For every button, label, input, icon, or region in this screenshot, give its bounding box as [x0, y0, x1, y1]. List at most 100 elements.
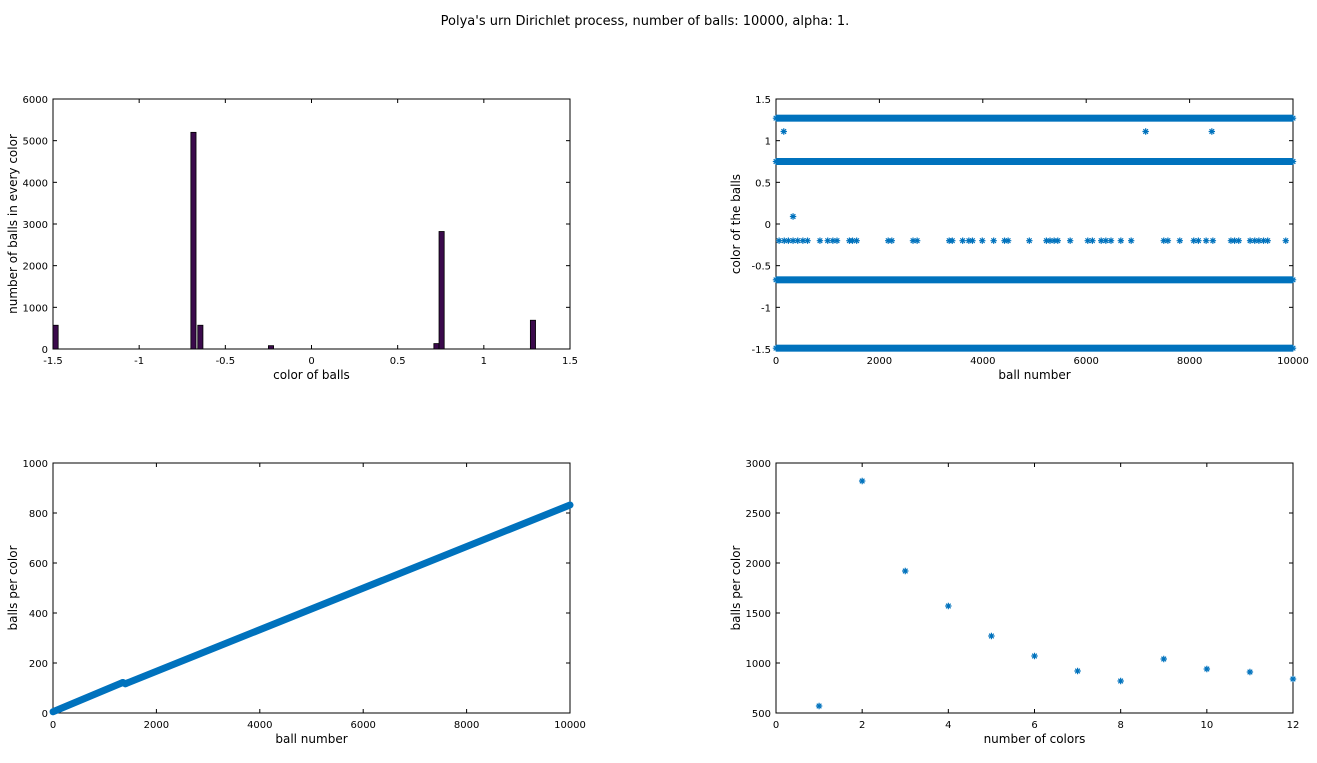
band-marker [889, 114, 896, 122]
band-marker [940, 114, 948, 122]
x-tick-label: 6000 [350, 720, 375, 731]
band-marker [889, 276, 896, 284]
band-marker [1160, 158, 1167, 165]
y-tick-label: 200 [29, 659, 48, 670]
band-marker [902, 158, 909, 165]
scatter-point [1264, 237, 1271, 244]
x-tick-label: 1 [481, 356, 487, 367]
band-marker [1173, 114, 1180, 122]
scatter-point [824, 237, 831, 244]
band-marker [992, 114, 999, 122]
band-marker [1005, 276, 1012, 284]
x-tick-label: 0 [773, 356, 779, 367]
band-marker [1070, 114, 1077, 122]
band-marker [1031, 344, 1038, 352]
band-marker [1173, 344, 1180, 352]
band-marker [811, 158, 818, 165]
y-tick-label: 1 [765, 137, 771, 148]
band-marker [966, 344, 974, 352]
scatter-point [990, 237, 997, 244]
scatter-point [799, 237, 807, 244]
band-marker [798, 158, 806, 165]
x-tick-label: 4 [945, 720, 951, 731]
plot-frame [52, 462, 571, 714]
scatter-point [1195, 237, 1202, 244]
band-marker [798, 344, 806, 352]
band-marker [940, 276, 948, 284]
scatter-point [1246, 668, 1254, 676]
band-marker [1225, 158, 1232, 165]
scatter-point [1142, 128, 1149, 135]
x-tick-label: 10 [1200, 720, 1213, 731]
band-marker [940, 158, 948, 165]
band-marker [863, 114, 870, 122]
band-marker [1173, 276, 1180, 284]
scatter-point [965, 237, 973, 244]
histogram-bar [438, 231, 445, 350]
band-marker [1057, 344, 1064, 352]
scatter-point [816, 237, 824, 244]
band-marker [953, 158, 961, 165]
y-tick-label: 1000 [23, 303, 48, 314]
x-tick-label: 0.5 [390, 356, 406, 367]
y-tick-label: 2000 [746, 559, 771, 570]
band-marker [1095, 344, 1103, 352]
band-marker [1044, 158, 1051, 165]
band-marker [824, 344, 831, 352]
band-marker [1225, 276, 1232, 284]
y-axis-label: balls per color [729, 545, 743, 630]
band-marker [966, 114, 974, 122]
band-marker [1251, 276, 1258, 284]
band-marker [914, 344, 922, 352]
y-tick-label: -0.5 [751, 262, 771, 273]
band-marker [1147, 344, 1155, 352]
band-marker [953, 276, 961, 284]
band-marker [798, 114, 806, 122]
scatter-point [853, 237, 860, 244]
band-marker [953, 114, 961, 122]
band-marker [1108, 158, 1116, 165]
x-tick-label: 6000 [1073, 356, 1098, 367]
scatter-point [1054, 237, 1061, 244]
y-tick-label: 0 [42, 345, 48, 356]
band-marker [1238, 158, 1245, 165]
band-marker [992, 158, 999, 165]
band-marker [1251, 114, 1258, 122]
histogram-bar [268, 345, 274, 350]
band-marker [1095, 276, 1103, 284]
band-marker [1199, 276, 1206, 284]
scatter-point [1084, 237, 1091, 244]
band-marker [902, 344, 909, 352]
histogram-bar [197, 324, 204, 350]
histogram-bar [52, 324, 59, 350]
band-marker [1018, 158, 1025, 165]
band-marker [1083, 276, 1090, 284]
scatter-point [888, 237, 896, 244]
band-marker [1018, 276, 1025, 284]
band-marker [979, 276, 986, 284]
band-marker [1070, 276, 1077, 284]
scatter-point [789, 213, 797, 220]
scatter-point [1227, 237, 1235, 244]
scatter-point [1282, 237, 1289, 244]
histogram-bar [529, 319, 536, 350]
band-marker [979, 344, 986, 352]
band-marker [1225, 114, 1232, 122]
band-marker [1289, 114, 1297, 122]
scatter-point [1089, 237, 1096, 244]
scatter-point [858, 477, 866, 485]
y-axis-label: balls per color [6, 545, 20, 630]
scatter-point [1255, 237, 1263, 244]
band-marker [927, 114, 935, 122]
band-marker [1186, 114, 1193, 122]
histogram-bar [190, 131, 197, 350]
band-marker [1108, 276, 1116, 284]
balls-per-color-line-plot: 0 2000 4000 6000 8000 10000 0 200 400 600 800 1000 b… [6, 459, 586, 746]
band-marker [1160, 114, 1167, 122]
x-tick-label: 10000 [554, 720, 586, 731]
x-tick-label: 4000 [970, 356, 995, 367]
band-marker [1121, 114, 1129, 122]
scatter-point [785, 237, 792, 244]
band-marker [837, 158, 844, 165]
scatter-point [1176, 237, 1183, 244]
